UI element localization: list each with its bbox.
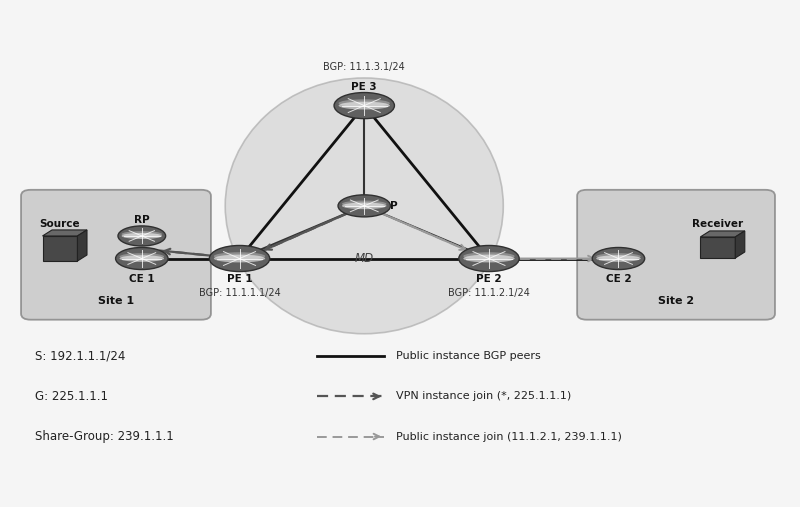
Ellipse shape	[342, 201, 386, 207]
Text: PE 3: PE 3	[351, 82, 377, 92]
Polygon shape	[700, 231, 745, 237]
Text: RP: RP	[134, 215, 150, 225]
Ellipse shape	[473, 260, 505, 267]
Ellipse shape	[338, 99, 390, 107]
Ellipse shape	[350, 207, 378, 213]
FancyBboxPatch shape	[21, 190, 211, 320]
Ellipse shape	[463, 255, 514, 263]
Text: Receiver: Receiver	[692, 220, 743, 229]
Text: PE 2: PE 2	[476, 274, 502, 283]
Text: PE 1: PE 1	[226, 274, 252, 283]
Ellipse shape	[115, 247, 168, 270]
Ellipse shape	[214, 255, 265, 263]
Ellipse shape	[214, 252, 265, 260]
Ellipse shape	[458, 245, 519, 272]
Ellipse shape	[342, 203, 386, 209]
Text: S: 192.1.1.1/24: S: 192.1.1.1/24	[34, 350, 125, 363]
Text: VPN instance join (*, 225.1.1.1): VPN instance join (*, 225.1.1.1)	[396, 391, 571, 402]
Text: P: P	[390, 201, 398, 211]
Ellipse shape	[596, 255, 641, 262]
Polygon shape	[735, 231, 745, 258]
Ellipse shape	[605, 260, 632, 265]
Ellipse shape	[224, 260, 255, 267]
Ellipse shape	[596, 253, 641, 260]
Text: CE 1: CE 1	[129, 274, 154, 283]
Ellipse shape	[226, 78, 503, 334]
Text: CE 2: CE 2	[606, 274, 631, 283]
Ellipse shape	[334, 93, 394, 119]
Text: BGP: 11.1.2.1/24: BGP: 11.1.2.1/24	[448, 287, 530, 298]
Text: Site 1: Site 1	[98, 296, 134, 306]
Polygon shape	[78, 230, 87, 261]
Ellipse shape	[122, 233, 162, 239]
Ellipse shape	[349, 106, 380, 114]
Ellipse shape	[210, 245, 270, 272]
FancyBboxPatch shape	[577, 190, 775, 320]
Text: BGP: 11.1.3.1/24: BGP: 11.1.3.1/24	[323, 62, 405, 72]
Text: MD: MD	[354, 252, 374, 265]
Polygon shape	[700, 237, 735, 258]
Ellipse shape	[130, 237, 154, 242]
Ellipse shape	[128, 260, 155, 265]
Polygon shape	[42, 230, 87, 236]
Text: Site 2: Site 2	[658, 296, 694, 306]
Ellipse shape	[463, 252, 514, 260]
Ellipse shape	[119, 253, 164, 260]
Ellipse shape	[119, 255, 164, 262]
Ellipse shape	[338, 102, 390, 110]
Text: Source: Source	[40, 220, 80, 229]
Text: Share-Group: 239.1.1.1: Share-Group: 239.1.1.1	[34, 430, 174, 443]
Polygon shape	[42, 236, 78, 261]
Text: BGP: 11.1.1.1/24: BGP: 11.1.1.1/24	[198, 287, 280, 298]
Text: Public instance BGP peers: Public instance BGP peers	[396, 351, 541, 361]
Ellipse shape	[338, 195, 390, 217]
Ellipse shape	[592, 247, 645, 270]
Text: Public instance join (11.1.2.1, 239.1.1.1): Public instance join (11.1.2.1, 239.1.1.…	[396, 431, 622, 442]
Text: G: 225.1.1.1: G: 225.1.1.1	[34, 390, 107, 403]
Ellipse shape	[118, 226, 166, 246]
Ellipse shape	[122, 231, 162, 237]
